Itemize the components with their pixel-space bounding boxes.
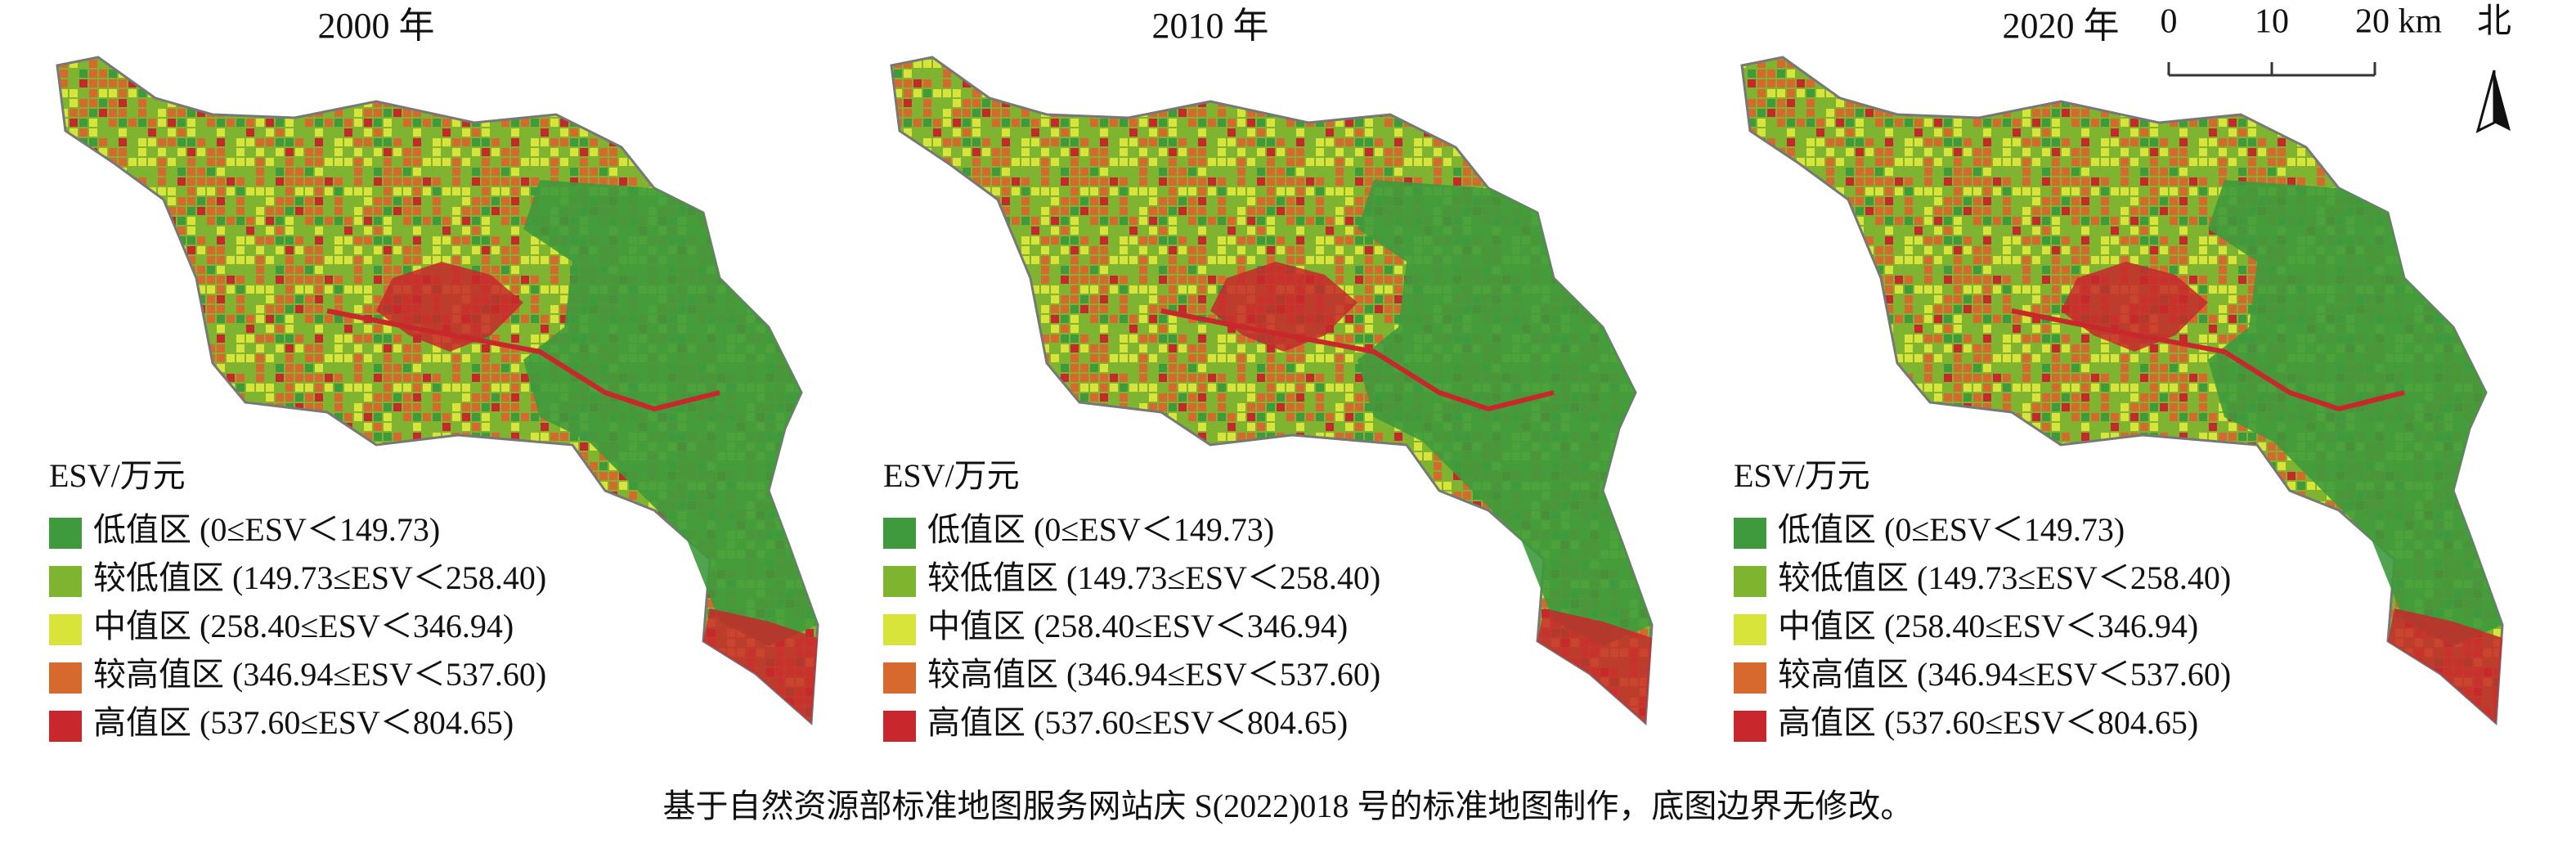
legend-swatch [1734,614,1766,645]
legend-label: 较低值区 (149.73≤ESV＜258.40) [1778,559,2231,596]
legend-label: 较高值区 (346.94≤ESV＜537.60) [1778,656,2231,693]
legend-title: ESV/万元 [49,457,186,494]
scale-bar [2167,62,2376,77]
legend-swatch [49,662,82,694]
legend-swatch [883,518,916,549]
legend-swatch [49,566,82,597]
footer-note: 基于自然资源部标准地图服务网站庆 S(2022)018 号的标准地图制作，底图边… [663,788,1914,824]
river [326,308,720,412]
low-value-zone [2208,180,2502,646]
legend-label: 低值区 (0≤ESV＜149.73) [927,511,1274,548]
scale-label: 20 km [2355,3,2443,41]
legend-swatch [1734,711,1766,742]
legend-swatch [883,711,916,742]
legend-swatch [49,711,82,742]
legend-swatch [883,566,916,597]
legend-label: 较高值区 (346.94≤ESV＜537.60) [93,656,546,693]
legend-label: 高值区 (537.60≤ESV＜804.65) [1778,704,2198,741]
legend-title: ESV/万元 [883,457,1020,494]
scale-label: 0 [2161,3,2178,41]
legend-label: 高值区 (537.60≤ESV＜804.65) [927,704,1348,741]
scale-label: 10 [2255,3,2289,41]
high-value-zone [2388,608,2502,723]
legend-swatch [49,614,82,645]
low-value-zone [523,180,818,646]
legend-label: 中值区 (258.40≤ESV＜346.94) [927,608,1348,644]
panel-title: 2000 年 [318,6,435,46]
legend-swatch [1734,566,1766,597]
panel-title: 2010 年 [1152,6,1269,46]
north-label: 北 [2477,3,2511,41]
legend-label: 较高值区 (346.94≤ESV＜537.60) [927,656,1380,693]
legend-label: 高值区 (537.60≤ESV＜804.65) [93,704,514,741]
legend-label: 中值区 (258.40≤ESV＜346.94) [1778,608,2198,644]
legend-label: 中值区 (258.40≤ESV＜346.94) [93,608,514,644]
river [1160,308,1555,412]
high-value-zone [1537,608,1652,723]
river [2011,308,2405,412]
north-arrow [2475,70,2511,133]
legend-title: ESV/万元 [1734,457,1870,494]
legend-label: 低值区 (0≤ESV＜149.73) [1778,511,2125,548]
legend-label: 低值区 (0≤ESV＜149.73) [93,511,440,548]
legend-swatch [1734,518,1766,549]
legend-swatch [49,518,82,549]
legend-label: 较低值区 (149.73≤ESV＜258.40) [927,559,1380,596]
low-value-zone [1358,180,1652,646]
legend-label: 较低值区 (149.73≤ESV＜258.40) [93,559,546,596]
legend-swatch [1734,662,1766,694]
panel-title: 2020 年 [2003,6,2120,46]
high-value-zone [703,608,818,723]
legend-swatch [883,614,916,645]
legend-swatch [883,662,916,694]
